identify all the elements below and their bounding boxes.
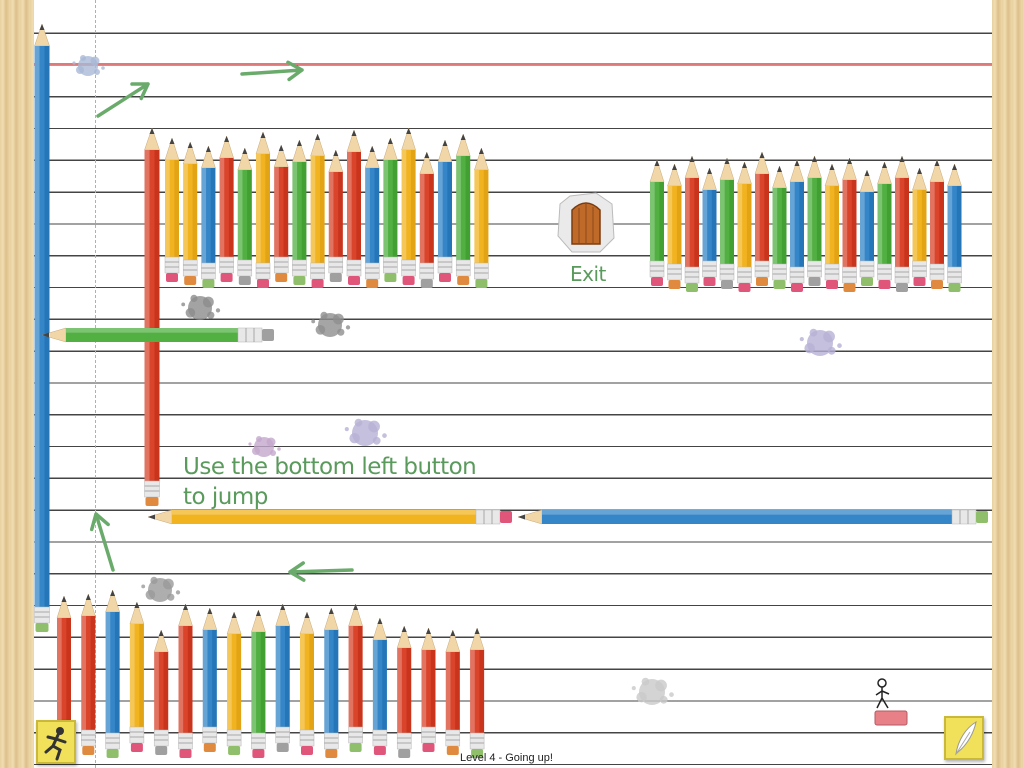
pencil xyxy=(348,603,363,752)
hint-text-line2: to jump xyxy=(183,484,268,510)
pencil xyxy=(323,607,339,758)
exit-door[interactable] xyxy=(557,192,615,253)
wood-frame-right xyxy=(992,0,1024,768)
pencil xyxy=(772,165,787,289)
pencil xyxy=(517,509,988,525)
pencil xyxy=(684,155,700,292)
pencil xyxy=(34,23,50,632)
draw-button[interactable] xyxy=(944,716,984,760)
pencil xyxy=(649,159,665,286)
pencil xyxy=(346,129,362,285)
pencil xyxy=(251,609,266,758)
pencil xyxy=(469,627,485,758)
quill-icon xyxy=(955,720,977,756)
pencil xyxy=(292,139,307,285)
ink-splat xyxy=(181,294,221,320)
top-red-line xyxy=(34,63,992,65)
pencil xyxy=(202,607,218,752)
pencil xyxy=(153,629,169,755)
pencil xyxy=(364,145,380,288)
eraser-platform xyxy=(874,710,908,726)
pencil xyxy=(164,137,180,282)
pencil xyxy=(226,611,242,755)
pencil xyxy=(455,133,471,285)
pencil xyxy=(754,151,770,286)
pencil xyxy=(401,127,416,285)
pencil xyxy=(396,625,412,758)
pencil xyxy=(219,135,234,282)
pencil xyxy=(328,149,344,282)
pencil xyxy=(383,137,398,282)
margin-line xyxy=(95,0,96,768)
level-status: Level 4 - Going up! xyxy=(460,752,553,764)
pencil xyxy=(237,147,253,285)
pencil xyxy=(421,627,436,752)
notebook-paper xyxy=(34,0,992,768)
exit-label: Exit xyxy=(570,262,606,286)
pencil xyxy=(310,133,325,288)
pencil xyxy=(129,601,145,752)
pencil xyxy=(929,159,945,289)
pencil xyxy=(807,155,822,286)
running-man-icon xyxy=(44,727,67,761)
pencil xyxy=(719,157,735,289)
pencil xyxy=(201,145,216,288)
jump-button[interactable] xyxy=(36,720,76,764)
pencil xyxy=(273,144,289,282)
pencil xyxy=(80,593,96,755)
hint-text-line1: Use the bottom left button xyxy=(183,454,477,480)
stick-figure-player xyxy=(875,678,890,709)
ink-splat xyxy=(799,328,842,356)
pencil xyxy=(912,167,927,286)
ink-splat xyxy=(311,311,351,337)
pencil xyxy=(372,617,388,755)
pencil xyxy=(178,603,193,758)
direction-arrow-icon xyxy=(96,82,150,118)
pencil xyxy=(419,151,435,288)
pencil xyxy=(859,169,875,286)
ink-splat xyxy=(344,418,387,446)
ink-splat xyxy=(72,55,105,76)
direction-arrow-icon xyxy=(288,561,354,582)
pencil xyxy=(144,127,160,506)
ink-splat xyxy=(248,436,281,457)
pencil xyxy=(299,611,315,755)
ink-splat xyxy=(631,677,674,705)
pencil xyxy=(147,509,512,525)
direction-arrow-icon xyxy=(240,60,304,82)
pencil xyxy=(702,167,717,286)
pencil xyxy=(474,147,489,288)
pencil xyxy=(41,327,274,343)
pencil xyxy=(445,629,461,755)
pencil xyxy=(842,157,857,292)
pencil xyxy=(667,163,682,289)
ink-splat xyxy=(141,576,181,602)
pencil xyxy=(275,603,291,752)
pencil xyxy=(437,139,453,282)
wood-frame-left xyxy=(0,0,34,768)
pencil xyxy=(947,163,962,292)
pencil xyxy=(737,161,752,292)
pencil xyxy=(824,163,840,289)
pencil xyxy=(182,141,198,285)
pencil xyxy=(255,131,271,288)
direction-arrow-icon xyxy=(89,512,115,572)
pencil xyxy=(877,161,892,289)
pencil xyxy=(105,589,120,758)
pencil xyxy=(894,155,910,292)
pencil xyxy=(789,159,805,292)
